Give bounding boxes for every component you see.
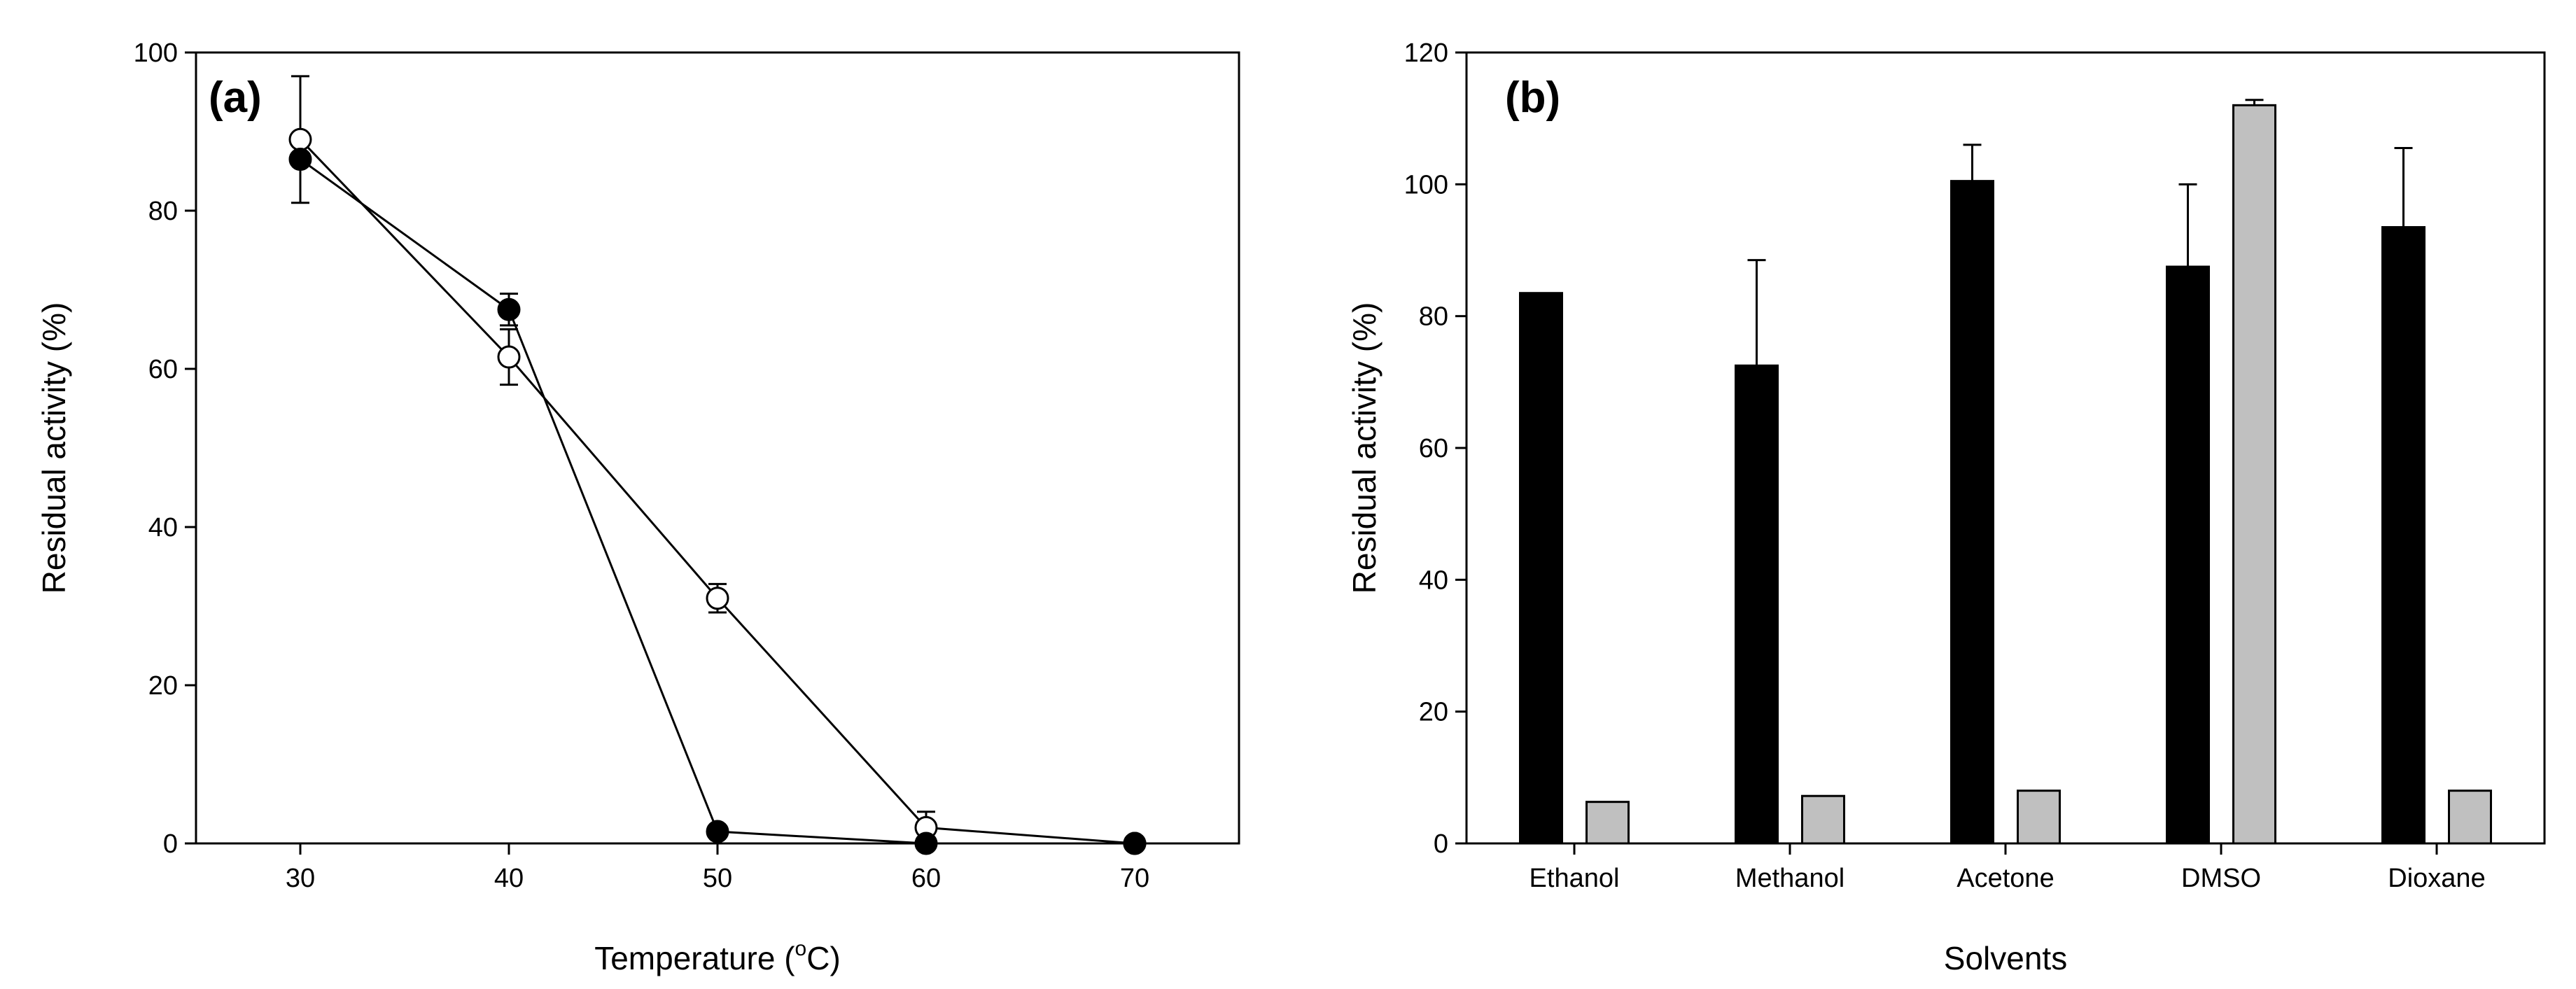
panel-b-y-tick-label: 40	[1419, 566, 1448, 595]
panel-b-black-bar	[1950, 180, 1994, 845]
panel-b-y-ticks: 0 20 40 60 80 100 120	[1404, 38, 1466, 859]
panel-b-black-bar	[1519, 292, 1563, 845]
panel-a-filled-point	[706, 820, 729, 843]
panel-b-y-tick-label: 0	[1434, 829, 1448, 859]
panel-a-series-line-2	[299, 139, 1135, 845]
panel-b-error-bars	[1747, 99, 2413, 366]
panel-a-y-tick-label: 40	[148, 513, 178, 542]
panel-b-bar-chart: 0 20 40 60 80 100 120 Ethanol Methanol Acetone DM…	[1346, 38, 2546, 976]
panel-a-line-chart: 0 20 40 60 80 100 30 40 50 60 70 (a) Residual act…	[36, 38, 1240, 976]
panel-a-data-points	[288, 127, 1147, 855]
panel-a-x-axis-title: Temperature (oC)	[594, 937, 841, 976]
panel-a-x-title-unit: C)	[806, 940, 841, 976]
panel-a-series-lines	[299, 139, 1135, 845]
panel-a-filled-point	[1123, 832, 1147, 855]
panel-b-y-axis-title: Residual activity (%)	[1346, 302, 1382, 594]
panel-a-x-tick-label: 70	[1120, 864, 1149, 893]
panel-b-grey-bar	[1801, 794, 1845, 845]
panel-b-black-bar	[2381, 226, 2426, 845]
panel-b-y-tick-label: 60	[1419, 434, 1448, 463]
panel-b-black-bar	[1735, 364, 1779, 845]
panel-b-y-tick-label: 80	[1419, 302, 1448, 332]
panel-b-grey-bar	[2232, 104, 2276, 845]
panel-a-x-ticks: 30 40 50 60 70	[286, 843, 1149, 893]
panel-a-filled-point	[497, 297, 521, 321]
panel-b-grey-bar	[2448, 790, 2492, 845]
panel-b-y-tick-label: 20	[1419, 698, 1448, 727]
panel-a-x-tick-label: 50	[703, 864, 732, 893]
panel-a-x-title-degree: o	[795, 937, 807, 960]
panel-a-open-point	[288, 127, 312, 151]
panel-a-label: (a)	[209, 73, 262, 122]
panel-b-y-tick-label: 120	[1404, 38, 1448, 68]
panel-a-y-tick-label: 0	[163, 829, 178, 859]
panel-a-filled-point	[914, 832, 938, 855]
panel-a-y-axis-title: Residual activity (%)	[36, 302, 72, 594]
panel-b-x-axis-title: Solvents	[1944, 940, 2067, 976]
panel-a-open-point	[706, 587, 729, 610]
panel-b-x-tick-label: Methanol	[1735, 864, 1844, 893]
panel-b-grey-bar	[1586, 801, 1630, 845]
panel-a-x-tick-label: 60	[911, 864, 941, 893]
panel-a-y-tick-label: 20	[148, 671, 178, 701]
panel-b-y-tick-label: 100	[1404, 170, 1448, 199]
panel-b-x-tick-label: DMSO	[2181, 864, 2261, 893]
panel-a-y-ticks: 0 20 40 60 80 100	[134, 38, 196, 859]
panel-a-x-title-main: Temperature (	[594, 940, 795, 976]
panel-b-x-tick-label: Dioxane	[2388, 864, 2485, 893]
panel-a-open-point	[497, 345, 521, 369]
panel-a-plot-frame	[195, 51, 1240, 845]
panel-a-x-tick-label: 30	[286, 864, 315, 893]
panel-a-error-bars	[291, 75, 935, 845]
panel-b-x-tick-label: Ethanol	[1530, 864, 1620, 893]
panel-b-label: (b)	[1505, 73, 1560, 122]
panel-a-y-tick-label: 100	[134, 38, 178, 68]
panel-a-series-line-1	[300, 158, 1135, 845]
panel-b-grey-bar	[2017, 790, 2061, 845]
panel-a-y-tick-label: 80	[148, 197, 178, 226]
panel-b-bars	[1519, 104, 2492, 845]
panel-b-black-bar	[2166, 265, 2210, 845]
panel-b-x-ticks: Ethanol Methanol Acetone DMSO Dioxane	[1530, 843, 2486, 893]
panel-b-x-tick-label: Acetone	[1956, 864, 2054, 893]
panel-a-filled-point	[288, 148, 312, 171]
panel-a-x-tick-label: 40	[494, 864, 524, 893]
panel-a-y-tick-label: 60	[148, 355, 178, 384]
